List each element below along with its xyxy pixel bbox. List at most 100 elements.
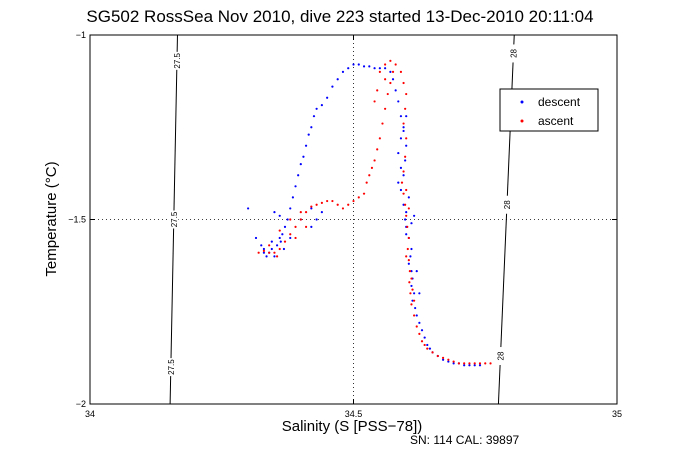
- descent-point: [441, 358, 445, 361]
- ascent-point: [378, 70, 381, 73]
- ascent-point: [278, 247, 281, 251]
- descent-point: [262, 251, 266, 254]
- ascent-point: [384, 107, 387, 110]
- ascent-point: [478, 362, 482, 365]
- descent-point: [426, 343, 429, 347]
- descent-point: [286, 218, 289, 221]
- ascent-point: [402, 122, 405, 125]
- descent-point: [409, 255, 412, 258]
- ascent-point: [406, 225, 409, 228]
- ascent-point: [405, 92, 408, 96]
- descent-point: [418, 292, 421, 295]
- descent-point: [413, 292, 416, 295]
- ascent-point: [484, 362, 487, 365]
- descent-point: [326, 96, 329, 99]
- descent-point: [399, 166, 403, 169]
- grid-lines: [90, 35, 617, 404]
- descent-point: [341, 70, 345, 73]
- ascent-point: [399, 70, 403, 73]
- ascent-point: [436, 354, 439, 358]
- ascent-point: [405, 188, 408, 192]
- ascent-point: [299, 218, 302, 221]
- descent-point: [315, 218, 318, 221]
- descent-point: [294, 185, 297, 188]
- descent-point: [312, 115, 316, 118]
- ascent-point: [384, 63, 387, 66]
- ascent-point: [402, 170, 405, 173]
- descent-point: [407, 262, 410, 265]
- ascent-point: [299, 211, 302, 214]
- descent-point: [407, 196, 410, 199]
- ascent-point: [473, 362, 476, 365]
- data-points: [247, 59, 492, 367]
- ascent-point: [304, 211, 308, 214]
- ascent-point: [368, 174, 371, 177]
- ascent-point: [331, 199, 334, 203]
- descent-point: [399, 188, 403, 192]
- descent-point: [447, 360, 450, 363]
- ascent-point: [391, 70, 395, 73]
- ascent-point: [407, 236, 410, 240]
- ascent-point: [404, 203, 407, 206]
- ascent-point: [408, 270, 411, 273]
- ascent-point: [362, 192, 366, 195]
- descent-point: [289, 207, 292, 210]
- ascent-point: [408, 281, 411, 284]
- ascent-point: [423, 343, 426, 347]
- legend-marker-descent: [520, 100, 524, 104]
- descent-point: [336, 78, 339, 81]
- ascent-point: [341, 207, 345, 210]
- descent-point: [399, 115, 403, 118]
- ascent-point: [405, 255, 408, 258]
- contour-label-bg: [166, 358, 176, 377]
- descent-point: [262, 247, 266, 251]
- descent-point: [410, 270, 413, 273]
- descent-point: [394, 89, 397, 92]
- ascent-point: [378, 137, 381, 140]
- descent-point: [310, 126, 313, 129]
- descent-point: [289, 236, 292, 240]
- ascent-point: [447, 358, 450, 361]
- ascent-point: [402, 192, 405, 195]
- ascent-point: [426, 347, 429, 350]
- descent-point: [275, 244, 279, 247]
- ascent-point: [431, 351, 434, 354]
- descent-point: [304, 144, 308, 147]
- descent-point: [260, 244, 263, 247]
- descent-point: [391, 78, 395, 81]
- contour-label: 27.5: [167, 359, 176, 375]
- descent-point: [420, 329, 424, 332]
- descent-point: [468, 364, 471, 367]
- ascent-point: [283, 240, 287, 243]
- ascent-point: [452, 360, 455, 363]
- descent-point: [281, 233, 284, 236]
- contour-label: 27.5: [170, 211, 179, 227]
- descent-point: [410, 247, 413, 251]
- ascent-point: [406, 247, 409, 251]
- contour-label-bg: [495, 347, 505, 366]
- y-tick-label: −2: [76, 399, 86, 409]
- legend: descent ascent: [499, 88, 599, 132]
- contour-label: 28: [496, 351, 505, 360]
- ascent-point: [407, 258, 410, 262]
- descent-point: [397, 100, 400, 103]
- ascent-point: [420, 340, 424, 343]
- descent-point: [310, 207, 313, 210]
- descent-point: [331, 85, 334, 88]
- descent-point: [373, 67, 376, 70]
- y-axis-ticks: −2 −1.5 −1: [68, 30, 617, 409]
- descent-point: [279, 240, 282, 243]
- ascent-point: [278, 229, 281, 232]
- ascent-point: [326, 199, 329, 203]
- descent-point: [320, 104, 323, 107]
- descent-point: [278, 236, 281, 240]
- x-tick-label: 35: [612, 409, 622, 419]
- ascent-point: [413, 299, 416, 302]
- ascent-point: [400, 181, 404, 184]
- descent-point: [415, 270, 418, 273]
- descent-point: [410, 222, 413, 225]
- descent-point: [423, 336, 426, 339]
- descent-point: [413, 214, 416, 217]
